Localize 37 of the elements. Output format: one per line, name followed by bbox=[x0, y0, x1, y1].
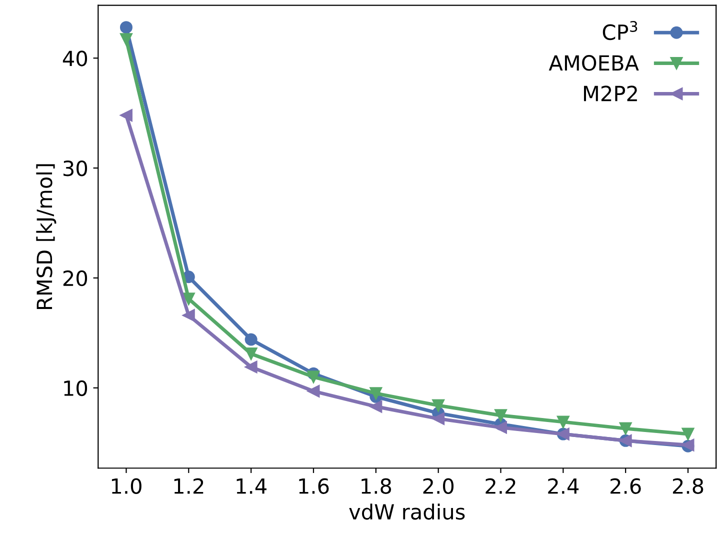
legend-label: CP$^{3}$ bbox=[602, 20, 638, 40]
point bbox=[120, 21, 132, 34]
x-tick-label: 1.2 bbox=[174, 478, 204, 494]
point bbox=[494, 409, 507, 422]
y-tick-label: 10 bbox=[64, 380, 88, 396]
x-tick-label: 2.2 bbox=[486, 478, 516, 494]
point bbox=[244, 333, 258, 346]
point bbox=[682, 428, 694, 440]
point bbox=[307, 370, 320, 384]
point bbox=[494, 421, 507, 434]
point bbox=[370, 387, 382, 400]
point bbox=[244, 360, 258, 374]
point bbox=[182, 292, 195, 306]
x-tick-label: 2.0 bbox=[423, 478, 454, 494]
y-tick-label: 20 bbox=[63, 270, 88, 286]
x-tick-label: 1.8 bbox=[362, 478, 392, 494]
point bbox=[120, 33, 132, 46]
point bbox=[432, 412, 445, 425]
point bbox=[556, 416, 570, 428]
x-tick-label: 1.6 bbox=[299, 478, 329, 494]
y-tick-label: 30 bbox=[64, 160, 88, 176]
x-tick-label: 1.0 bbox=[112, 478, 142, 494]
point bbox=[432, 399, 445, 412]
y-axis-title: RMSD [kJ/mol] bbox=[36, 164, 56, 310]
y-tick-label: 40 bbox=[62, 50, 88, 66]
x-axis-title: vdW radius bbox=[349, 504, 465, 520]
point bbox=[120, 109, 132, 122]
point bbox=[370, 400, 382, 413]
point bbox=[307, 384, 320, 398]
legend-label: M2P2 bbox=[584, 86, 637, 102]
x-tick-label: 1.4 bbox=[236, 478, 266, 494]
legend-label: AMOEBA bbox=[548, 55, 639, 71]
point bbox=[182, 309, 195, 322]
point bbox=[619, 422, 632, 435]
x-tick-label: 2.8 bbox=[672, 478, 704, 494]
x-tick-label: 2.4 bbox=[548, 478, 579, 494]
x-tick-label: 2.6 bbox=[610, 478, 641, 494]
